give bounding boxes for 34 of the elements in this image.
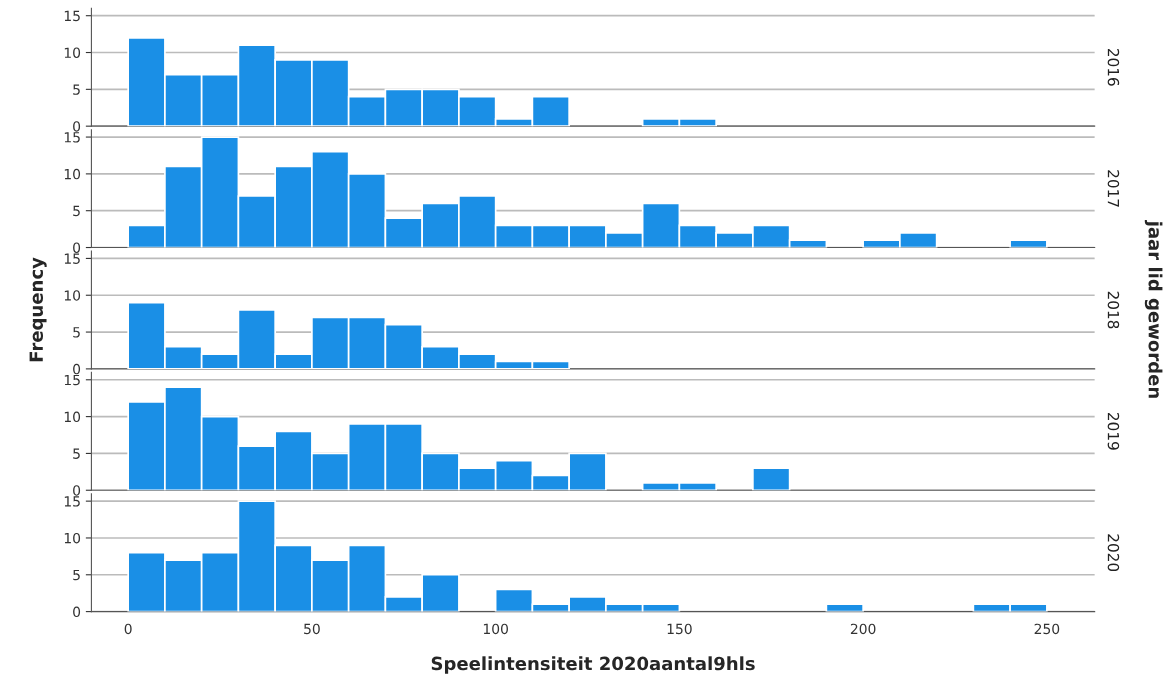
x-tick-label: 50 [304, 623, 320, 635]
y-tick-label: 5 [73, 84, 80, 95]
y-tick-label: 10 [64, 168, 81, 180]
text: jaar lid geworden [1144, 220, 1163, 398]
y2-axis-title: 2019 [1107, 413, 1120, 450]
y-tick-label: 5 [73, 569, 80, 581]
x-tick-label: 100 [483, 623, 508, 635]
y-tick-label: 15 [64, 253, 80, 264]
y2-axis-title: 2016 [1107, 48, 1120, 86]
y-tick-label: 0 [73, 242, 81, 253]
y-tick-label: 15 [64, 374, 80, 386]
y-tick-label: 15 [64, 10, 80, 22]
y-tick-label: 10 [64, 532, 81, 544]
x-tick-label: 150 [667, 623, 692, 635]
y-tick-label: 10 [64, 411, 81, 423]
y-tick-label: 5 [73, 205, 80, 217]
y2-axis-title: 2017 [1107, 170, 1120, 207]
y-axis-title: Frequency [29, 257, 47, 362]
x-tick-label: 200 [850, 623, 876, 635]
y-tick-label: 5 [73, 448, 80, 459]
y-tick-label: 15 [64, 132, 80, 143]
y-tick-label: 15 [64, 496, 80, 507]
y-tick-label: 0 [73, 121, 81, 132]
y-tick-label: 5 [73, 327, 80, 338]
x-tick-label: 0 [124, 623, 132, 635]
y-tick-label: 10 [64, 290, 81, 301]
x-tick-label: 250 [1034, 623, 1060, 635]
y2-axis-title: 2018 [1107, 291, 1120, 329]
y-tick-label: 0 [73, 606, 81, 618]
y-tick-label: 0 [73, 363, 81, 375]
y-tick-label: 0 [73, 485, 81, 496]
y-tick-label: 10 [64, 47, 81, 58]
x-axis-title: Speelintensiteit 2020aantal9hls [431, 656, 755, 674]
y2-axis-title: 2020 [1107, 534, 1120, 572]
